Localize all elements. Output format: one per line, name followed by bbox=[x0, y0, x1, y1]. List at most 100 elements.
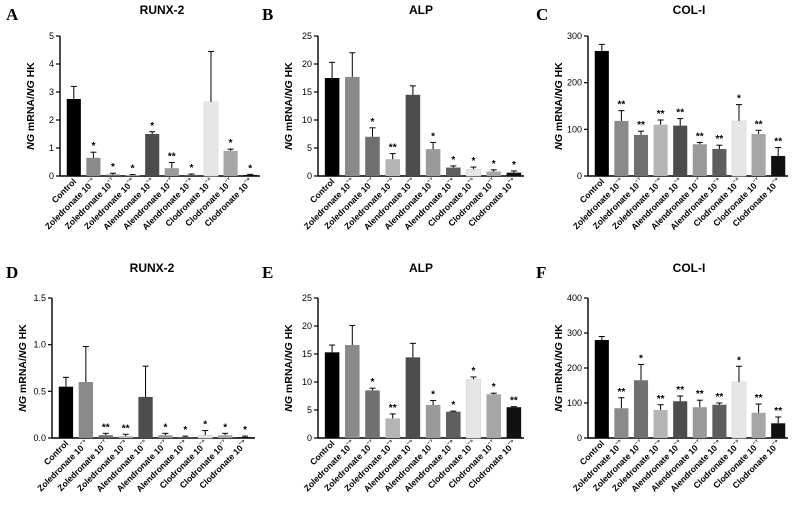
y-axis-label: NG mRNA/NG HK bbox=[283, 324, 295, 412]
bar-3 bbox=[365, 136, 380, 176]
y-label-ng: NG bbox=[25, 80, 37, 96]
bar-9 bbox=[751, 134, 766, 176]
y-tick-label: 20 bbox=[302, 59, 312, 69]
y-axis-label: NG mRNA/NG HK bbox=[25, 62, 37, 150]
significance-marker: * bbox=[111, 162, 115, 173]
y-tick-label: 25 bbox=[302, 31, 312, 41]
significance-marker: * bbox=[229, 138, 233, 149]
bar-5 bbox=[673, 401, 688, 438]
category-exponent: ⁻⁹ bbox=[653, 176, 663, 186]
category-exponent: ⁻⁵ bbox=[732, 438, 742, 448]
y-tick-label: 5 bbox=[307, 143, 312, 153]
category-exponent: ⁻⁷ bbox=[693, 176, 702, 185]
bar-4 bbox=[118, 436, 133, 438]
significance-marker: * bbox=[371, 117, 375, 128]
category-exponent: ⁻⁷ bbox=[165, 176, 174, 185]
panel-letter: C bbox=[536, 5, 548, 24]
significance-marker: ** bbox=[755, 119, 763, 130]
bar-7 bbox=[184, 174, 199, 176]
bar-7 bbox=[712, 148, 727, 176]
y-tick-label: 0 bbox=[49, 171, 54, 181]
significance-marker: * bbox=[639, 354, 643, 365]
category-exponent: ⁻⁹ bbox=[771, 438, 781, 448]
category-exponent: ⁻⁷ bbox=[426, 176, 435, 185]
significance-marker: ** bbox=[657, 109, 665, 120]
bar-8 bbox=[731, 120, 747, 177]
category-exponent: ⁻⁹ bbox=[507, 176, 517, 186]
category-exponent: ⁻⁹ bbox=[771, 176, 781, 186]
y-tick-label: 300 bbox=[567, 328, 582, 338]
significance-marker: ** bbox=[389, 143, 397, 154]
y-tick-label: 100 bbox=[567, 124, 582, 134]
y-label-ng: NG bbox=[17, 342, 29, 358]
y-tick-label: 0 bbox=[307, 171, 312, 181]
y-label-ng: NG bbox=[283, 396, 295, 412]
significance-marker: ** bbox=[389, 403, 397, 414]
bar-10 bbox=[506, 407, 522, 438]
y-tick-label: 10 bbox=[302, 377, 312, 387]
significance-marker: * bbox=[203, 420, 207, 431]
bar-6 bbox=[164, 168, 179, 176]
category-exponent: ⁻⁵ bbox=[204, 176, 214, 186]
significance-marker: * bbox=[472, 156, 476, 167]
bar-9 bbox=[486, 394, 501, 438]
category-exponent: ⁻⁹ bbox=[118, 438, 128, 448]
significance-marker: * bbox=[371, 377, 375, 388]
y-tick-label: 3 bbox=[49, 87, 54, 97]
y-tick-label: 1.5 bbox=[33, 293, 46, 303]
bar-1 bbox=[66, 99, 81, 176]
bar-4 bbox=[125, 175, 140, 176]
bar-8 bbox=[203, 101, 219, 177]
category-exponent: ⁻⁵ bbox=[345, 176, 355, 186]
chart-panel-a: A RUNX-2NG mRNA/NG HK012345Control*Zoledr… bbox=[6, 3, 260, 232]
bar-5 bbox=[145, 134, 160, 176]
category-exponent: ⁻⁵ bbox=[345, 438, 355, 448]
category-exponent: ⁻⁹ bbox=[385, 176, 395, 186]
category-exponent: ⁻⁷ bbox=[366, 438, 375, 447]
bar-7 bbox=[446, 411, 461, 438]
y-tick-label: 400 bbox=[567, 293, 582, 303]
bar-5 bbox=[138, 396, 153, 438]
significance-marker: ** bbox=[774, 406, 782, 417]
significance-marker: * bbox=[163, 422, 167, 433]
y-axis-label: NG mRNA/NG HK bbox=[283, 62, 295, 150]
significance-marker: * bbox=[431, 131, 435, 142]
category-exponent: ⁻⁵ bbox=[466, 176, 476, 186]
significance-marker: ** bbox=[716, 134, 724, 145]
category-exponent: ⁻⁷ bbox=[752, 438, 761, 447]
bar-9 bbox=[751, 412, 766, 438]
y-tick-label: 20 bbox=[302, 321, 312, 331]
category-exponent: ⁻⁵ bbox=[406, 176, 416, 186]
category-exponent: ⁻⁵ bbox=[614, 438, 624, 448]
significance-marker: ** bbox=[510, 396, 518, 407]
category-exponent: ⁻⁷ bbox=[218, 438, 227, 447]
bar-8 bbox=[197, 434, 213, 439]
chart-panel-f: F COL-ING mRNA/NG HK0100200300400Control*… bbox=[536, 261, 788, 494]
y-tick-label: 10 bbox=[302, 115, 312, 125]
bar-7 bbox=[178, 437, 193, 438]
category-exponent: ⁻⁷ bbox=[426, 438, 435, 447]
bar-1 bbox=[58, 386, 74, 438]
significance-marker: ** bbox=[696, 389, 704, 400]
bar-10 bbox=[237, 437, 253, 438]
y-tick-label: 0.5 bbox=[33, 386, 46, 396]
y-label-mrna: mRNA/ bbox=[283, 358, 295, 396]
bar-5 bbox=[673, 125, 688, 176]
significance-marker: ** bbox=[716, 392, 724, 403]
category-exponent: ⁻⁹ bbox=[712, 438, 722, 448]
panel-title: COL-I bbox=[673, 3, 706, 17]
y-axis-label: NG mRNA/NG HK bbox=[553, 62, 565, 150]
significance-marker: ** bbox=[122, 423, 130, 434]
bar-10 bbox=[506, 172, 522, 176]
significance-marker: ** bbox=[637, 120, 645, 131]
bar-5 bbox=[405, 94, 421, 176]
category-exponent: ⁻⁷ bbox=[158, 438, 167, 447]
bar-4 bbox=[653, 410, 668, 438]
bar-3 bbox=[633, 380, 649, 438]
significance-marker: * bbox=[150, 121, 154, 132]
significance-marker: * bbox=[472, 366, 476, 377]
panel-title: RUNX-2 bbox=[140, 3, 185, 17]
